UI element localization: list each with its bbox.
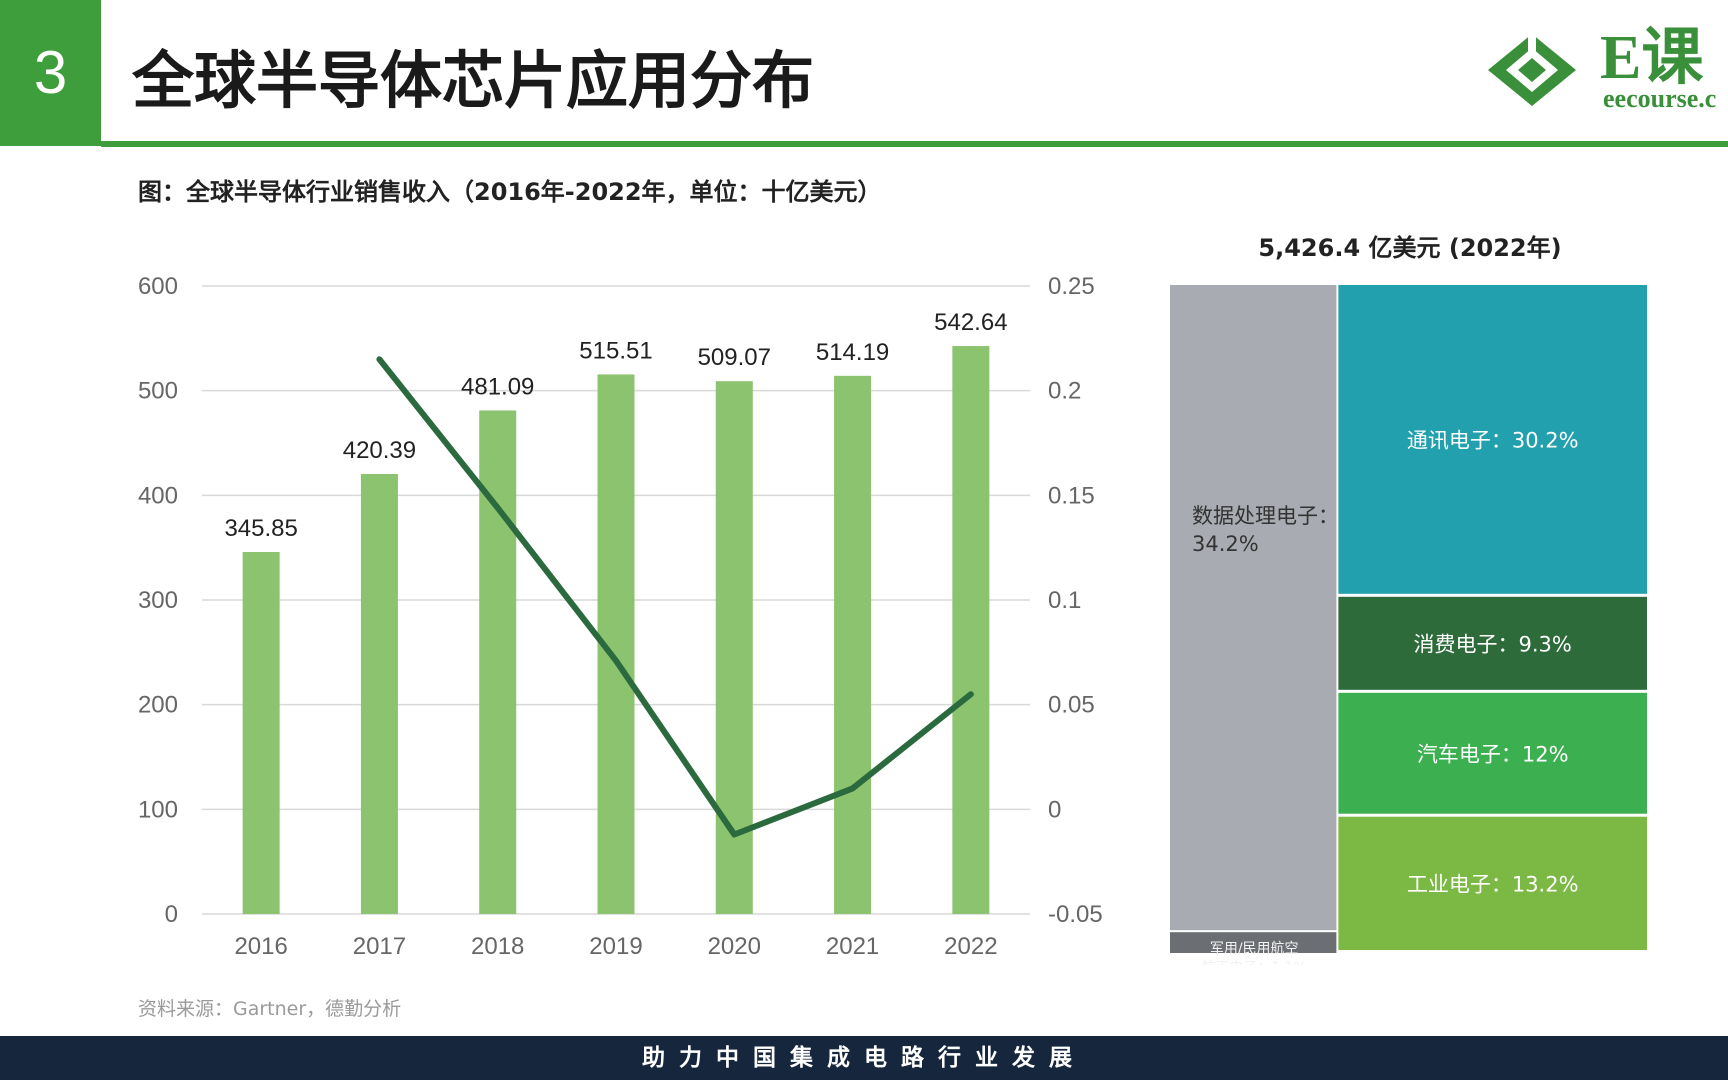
x-tick-label: 2019	[589, 933, 642, 960]
y2-tick-label: -0.05	[1048, 901, 1103, 928]
footer-banner: 助力中国集成电路行业发展	[0, 1036, 1728, 1080]
segment-label: 通讯电子：30.2%	[1407, 428, 1579, 452]
revenue-chart: 0 100 200 300 400 500 600 -0.05 0 0.05 0.1 0.15 0.2 0…	[138, 273, 1103, 960]
y-tick-label: 400	[138, 482, 178, 509]
diamond-logo-icon	[1488, 34, 1576, 106]
logo-text: E课	[1600, 24, 1704, 92]
segment-label: 数据处理电子：	[1192, 504, 1339, 528]
segment-automotive	[1338, 692, 1647, 814]
data-label: 514.19	[816, 339, 889, 366]
segment-value: 航天电子：1.1%	[1201, 960, 1307, 965]
bar	[834, 375, 872, 914]
segment-communication	[1338, 285, 1647, 594]
segment-aerospace	[1170, 932, 1337, 953]
application-treemap: 5,426.4 亿美元 (2022年) 数据处理电子： 34.2% 军用/民用航空航天…	[1170, 234, 1647, 965]
chart-subtitle: 图：全球半导体行业销售收入（2016年-2022年，单位：十亿美元）	[138, 178, 882, 206]
y2-tick-label: 0	[1048, 796, 1061, 823]
y2-tick-label: 0.1	[1048, 587, 1081, 614]
y-tick-label: 100	[138, 796, 178, 823]
segment-label: 工业电子：13.2%	[1407, 872, 1579, 896]
y2-tick-label: 0.15	[1048, 482, 1095, 509]
y-tick-label: 300	[138, 587, 178, 614]
segment-data-processing	[1170, 285, 1337, 931]
data-label: 345.85	[224, 515, 297, 542]
x-tick-label: 2020	[708, 933, 761, 960]
data-label: 481.09	[461, 373, 534, 400]
treemap-title: 5,426.4 亿美元 (2022年)	[1258, 234, 1561, 262]
bar	[952, 346, 990, 914]
y2-tick-label: 0.25	[1048, 273, 1095, 300]
header-divider	[101, 141, 1728, 147]
segment-label: 军用/民用航空	[1210, 941, 1299, 957]
bar	[479, 410, 517, 914]
x-tick-label: 2018	[471, 933, 524, 960]
segment-industrial	[1338, 816, 1647, 950]
x-tick-label: 2016	[234, 933, 287, 960]
y2-tick-label: 0.2	[1048, 378, 1081, 405]
segment-value: 34.2%	[1192, 532, 1259, 556]
segment-label: 消费电子：9.3%	[1414, 632, 1572, 656]
source-note: 资料来源：Gartner，德勤分析	[138, 998, 402, 1020]
growth-line	[376, 356, 974, 838]
bar	[360, 473, 398, 914]
data-label: 542.64	[934, 309, 1007, 336]
section-number: 3	[0, 0, 101, 146]
bar	[242, 552, 280, 914]
page-title: 全球半导体芯片应用分布	[132, 44, 815, 117]
segment-consumer	[1338, 596, 1647, 690]
data-label: 515.51	[579, 337, 652, 364]
data-label: 420.39	[343, 437, 416, 464]
logo-subtext: eecourse.c	[1603, 84, 1717, 113]
data-label: 509.07	[698, 344, 771, 371]
bar	[715, 381, 753, 914]
x-tick-label: 2021	[826, 933, 879, 960]
y-tick-label: 500	[138, 378, 178, 405]
segment-label: 汽车电子：12%	[1417, 742, 1569, 766]
x-tick-label: 2022	[944, 933, 997, 960]
y2-tick-label: 0.05	[1048, 692, 1095, 719]
y-tick-label: 600	[138, 273, 178, 300]
header: 3 全球半导体芯片应用分布 E课 eecourse.c	[0, 0, 1728, 148]
x-tick-label: 2017	[353, 933, 406, 960]
y-tick-label: 0	[165, 901, 178, 928]
y-tick-label: 200	[138, 692, 178, 719]
